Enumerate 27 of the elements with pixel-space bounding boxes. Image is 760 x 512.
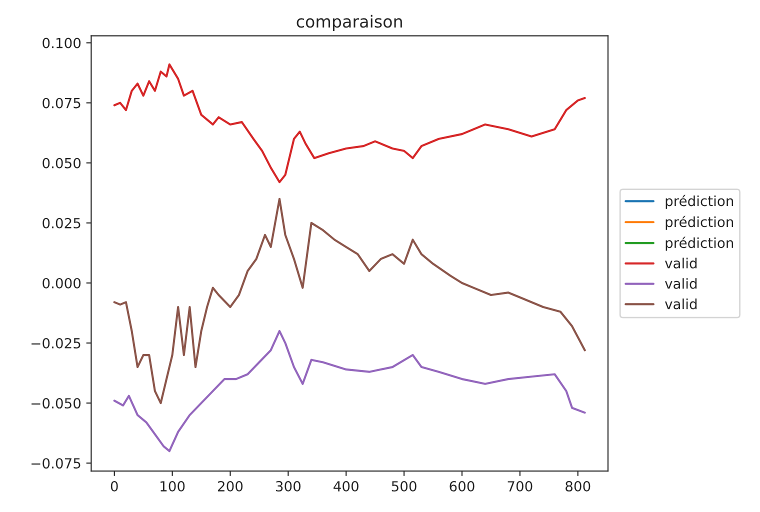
y-tick-label: 0.050 (42, 158, 81, 168)
y-tick-label: 0.100 (42, 38, 81, 48)
line-series (113, 330, 586, 452)
x-tick-label: 300 (276, 481, 301, 492)
legend-label: prédiction (666, 236, 734, 251)
y-tick-label: 0.075 (42, 98, 80, 108)
x-tick-label: 800 (566, 481, 590, 492)
legend-label: prédiction (666, 194, 734, 209)
x-tick-label: 600 (450, 481, 474, 492)
legend-label: valid (664, 278, 697, 289)
chart-title: comparaison (296, 14, 402, 31)
legend-label: prédiction (666, 216, 734, 230)
x-tick-label: 200 (218, 481, 243, 492)
line-series (113, 198, 586, 404)
x-tick-label: 500 (392, 481, 416, 492)
line-series (113, 63, 586, 184)
y-tick-label: 0.025 (42, 218, 80, 228)
x-tick-label: 400 (334, 481, 358, 492)
x-tick-label: 100 (160, 481, 185, 492)
x-tick-label: 700 (508, 481, 532, 492)
legend-label: valid (664, 298, 697, 310)
y-tick-label: −0.025 (32, 338, 80, 348)
y-tick-label: −0.050 (32, 398, 81, 409)
legend-label: valid (664, 258, 697, 268)
x-tick-label: 0 (110, 481, 118, 492)
y-tick-label: −0.075 (32, 458, 80, 469)
y-tick-label: 0.000 (42, 278, 81, 288)
